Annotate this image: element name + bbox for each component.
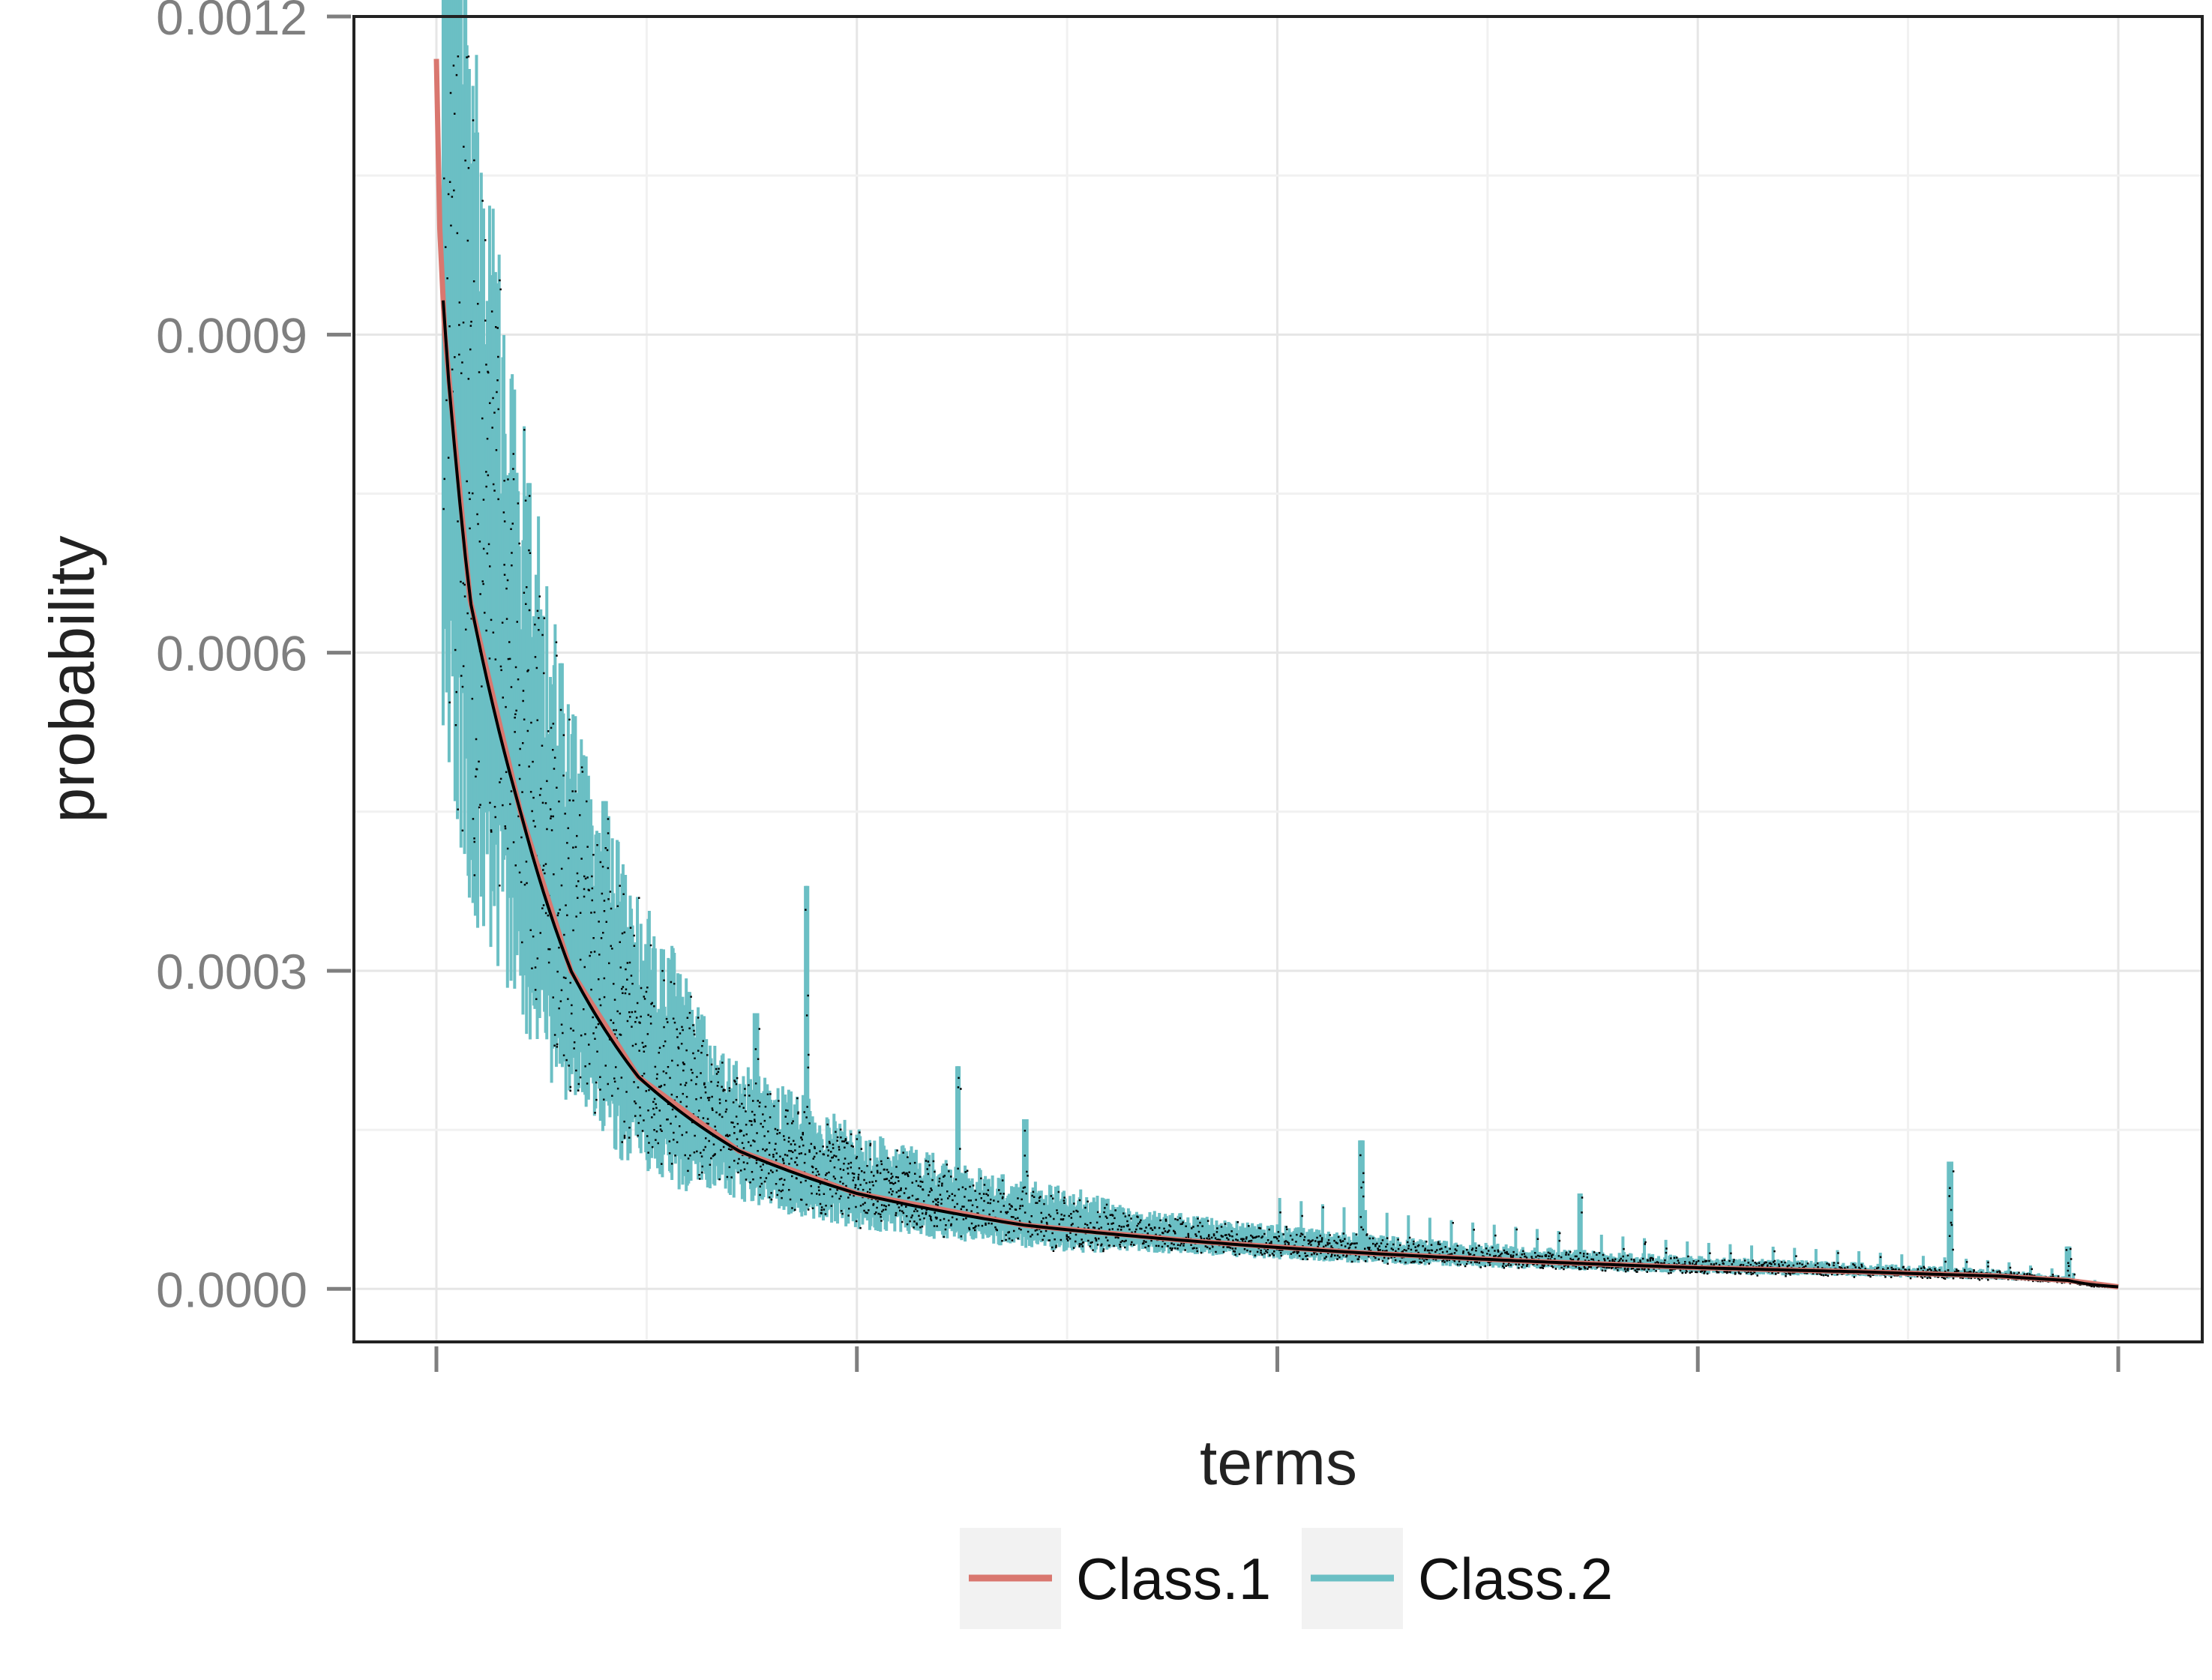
y-axis-title: probability [37, 536, 107, 823]
y-tick-label: 0.0012 [156, 0, 307, 45]
y-axis: 0.0000 0.0003 0.0006 0.0009 0.0012 [156, 0, 351, 1317]
x-axis [434, 1346, 2121, 1372]
y-tick-label: 0.0000 [156, 1262, 307, 1317]
legend-label: Class.2 [1418, 1546, 1613, 1612]
y-tick-label: 0.0003 [156, 944, 307, 999]
y-tick-label: 0.0006 [156, 626, 307, 681]
y-tick-label: 0.0009 [156, 307, 307, 363]
plot-panel-border [352, 15, 2204, 1343]
legend-label: Class.1 [1076, 1546, 1271, 1612]
x-axis-title: terms [1200, 1427, 1357, 1498]
legend: Class.1 Class.2 [960, 1528, 1613, 1629]
smooth-trend-line [442, 300, 2119, 1289]
